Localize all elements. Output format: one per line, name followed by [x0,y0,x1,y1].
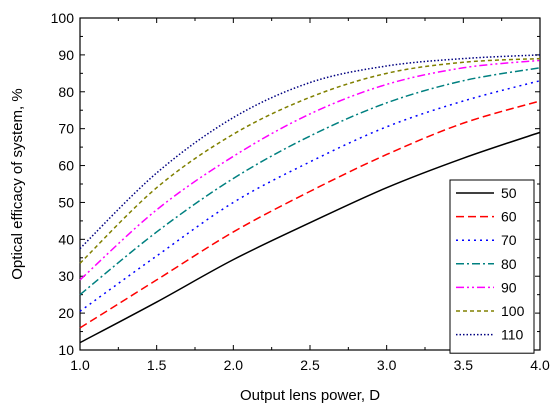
x-tick-label: 3.5 [454,357,474,373]
x-axis-title: Output lens power, D [240,387,380,404]
series-line-80 [79,67,541,296]
series-line-110 [79,54,541,250]
legend-box [449,179,535,354]
series-line-90 [79,59,541,281]
x-tick-label: 4.0 [530,357,550,373]
series-line-100 [79,57,541,264]
y-tick-label: 60 [58,158,74,174]
legend-label-90: 90 [501,279,517,295]
legend-label-100: 100 [501,303,525,319]
y-tick-label: 10 [58,342,74,358]
series-line-60 [79,100,541,329]
y-tick-label: 70 [58,121,74,137]
x-tick-label: 1.0 [70,357,90,373]
legend-label-80: 80 [501,256,517,272]
series-lines [79,54,541,344]
series-line-50 [79,131,541,344]
legend-label-50: 50 [501,185,517,201]
legend-label-110: 110 [501,327,524,343]
y-tick-label: 50 [58,194,74,210]
y-tick-label: 20 [58,305,74,321]
x-tick-label: 3.0 [377,357,397,373]
y-tick-label: 100 [51,10,75,26]
y-axis-title: Optical efficacy of system, % [9,88,26,279]
legend: 50 60 70 80 90 100 110 [449,179,535,354]
y-tick-label: 40 [58,231,74,247]
x-tick-label: 2.0 [224,357,244,373]
legend-label-70: 70 [501,232,517,248]
axes: 1.0 1.5 2.0 2.5 3.0 3.5 4.0 10 20 30 40 50 60 70 80 90 1… [51,10,550,373]
x-tick-label: 1.5 [147,357,167,373]
y-tick-label: 80 [58,84,74,100]
y-tick-label: 90 [58,47,74,63]
x-tick-label: 2.5 [300,357,320,373]
y-tick-label: 30 [58,268,74,284]
legend-label-60: 60 [501,209,517,225]
